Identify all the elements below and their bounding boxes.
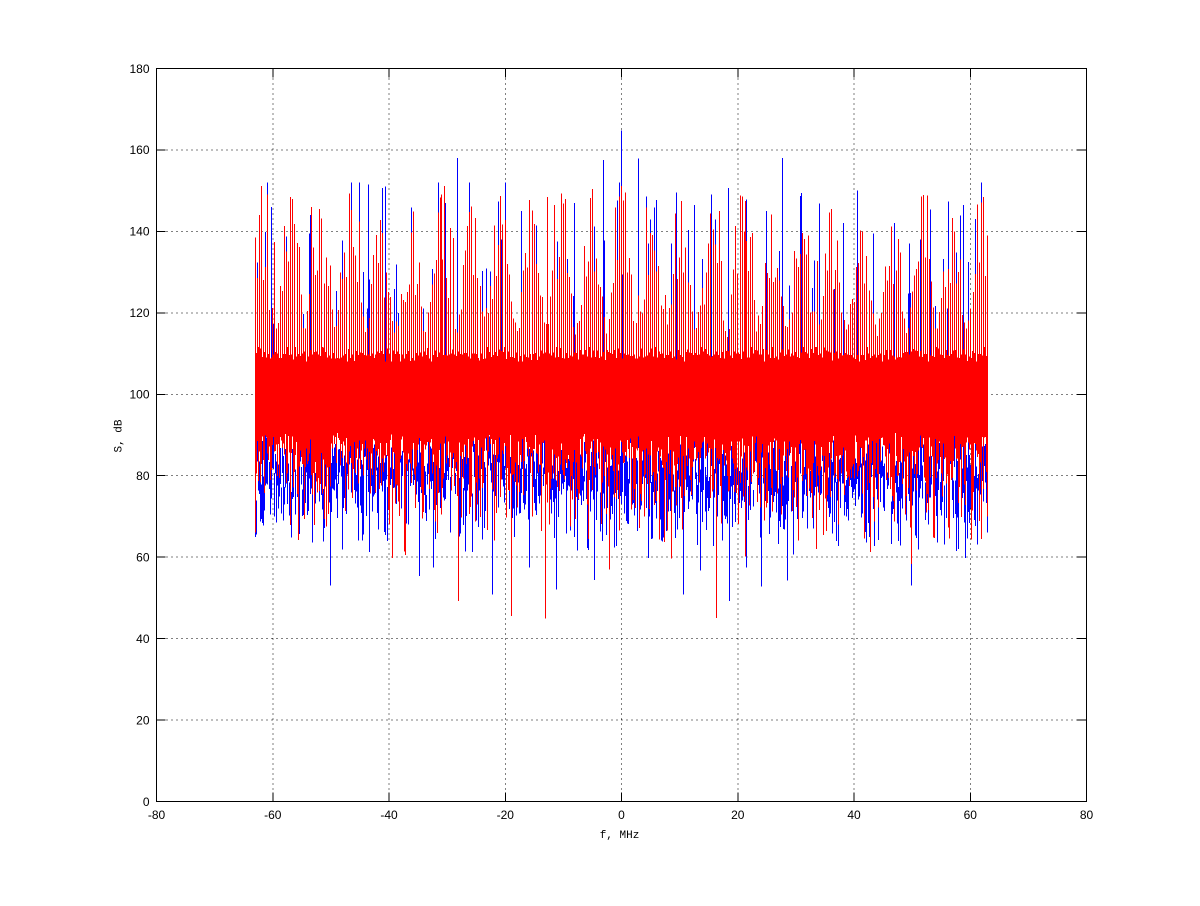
svg-text:f, MHz: f, MHz bbox=[600, 830, 640, 842]
svg-text:20: 20 bbox=[731, 808, 745, 822]
svg-text:100: 100 bbox=[129, 388, 149, 402]
svg-text:80: 80 bbox=[1080, 808, 1094, 822]
svg-text:40: 40 bbox=[847, 808, 861, 822]
svg-text:S, dB: S, dB bbox=[114, 419, 126, 452]
svg-text:80: 80 bbox=[136, 469, 150, 483]
svg-text:20: 20 bbox=[136, 713, 150, 727]
svg-text:160: 160 bbox=[129, 143, 149, 157]
svg-text:120: 120 bbox=[129, 306, 149, 320]
svg-text:140: 140 bbox=[129, 225, 149, 239]
svg-text:60: 60 bbox=[136, 550, 150, 564]
svg-text:40: 40 bbox=[136, 632, 150, 646]
svg-text:-80: -80 bbox=[148, 808, 166, 822]
svg-text:60: 60 bbox=[964, 808, 978, 822]
svg-text:0: 0 bbox=[143, 795, 150, 809]
svg-text:0: 0 bbox=[618, 808, 625, 822]
svg-text:-20: -20 bbox=[497, 808, 515, 822]
svg-text:-40: -40 bbox=[380, 808, 398, 822]
svg-text:-60: -60 bbox=[264, 808, 282, 822]
svg-text:180: 180 bbox=[129, 62, 149, 76]
